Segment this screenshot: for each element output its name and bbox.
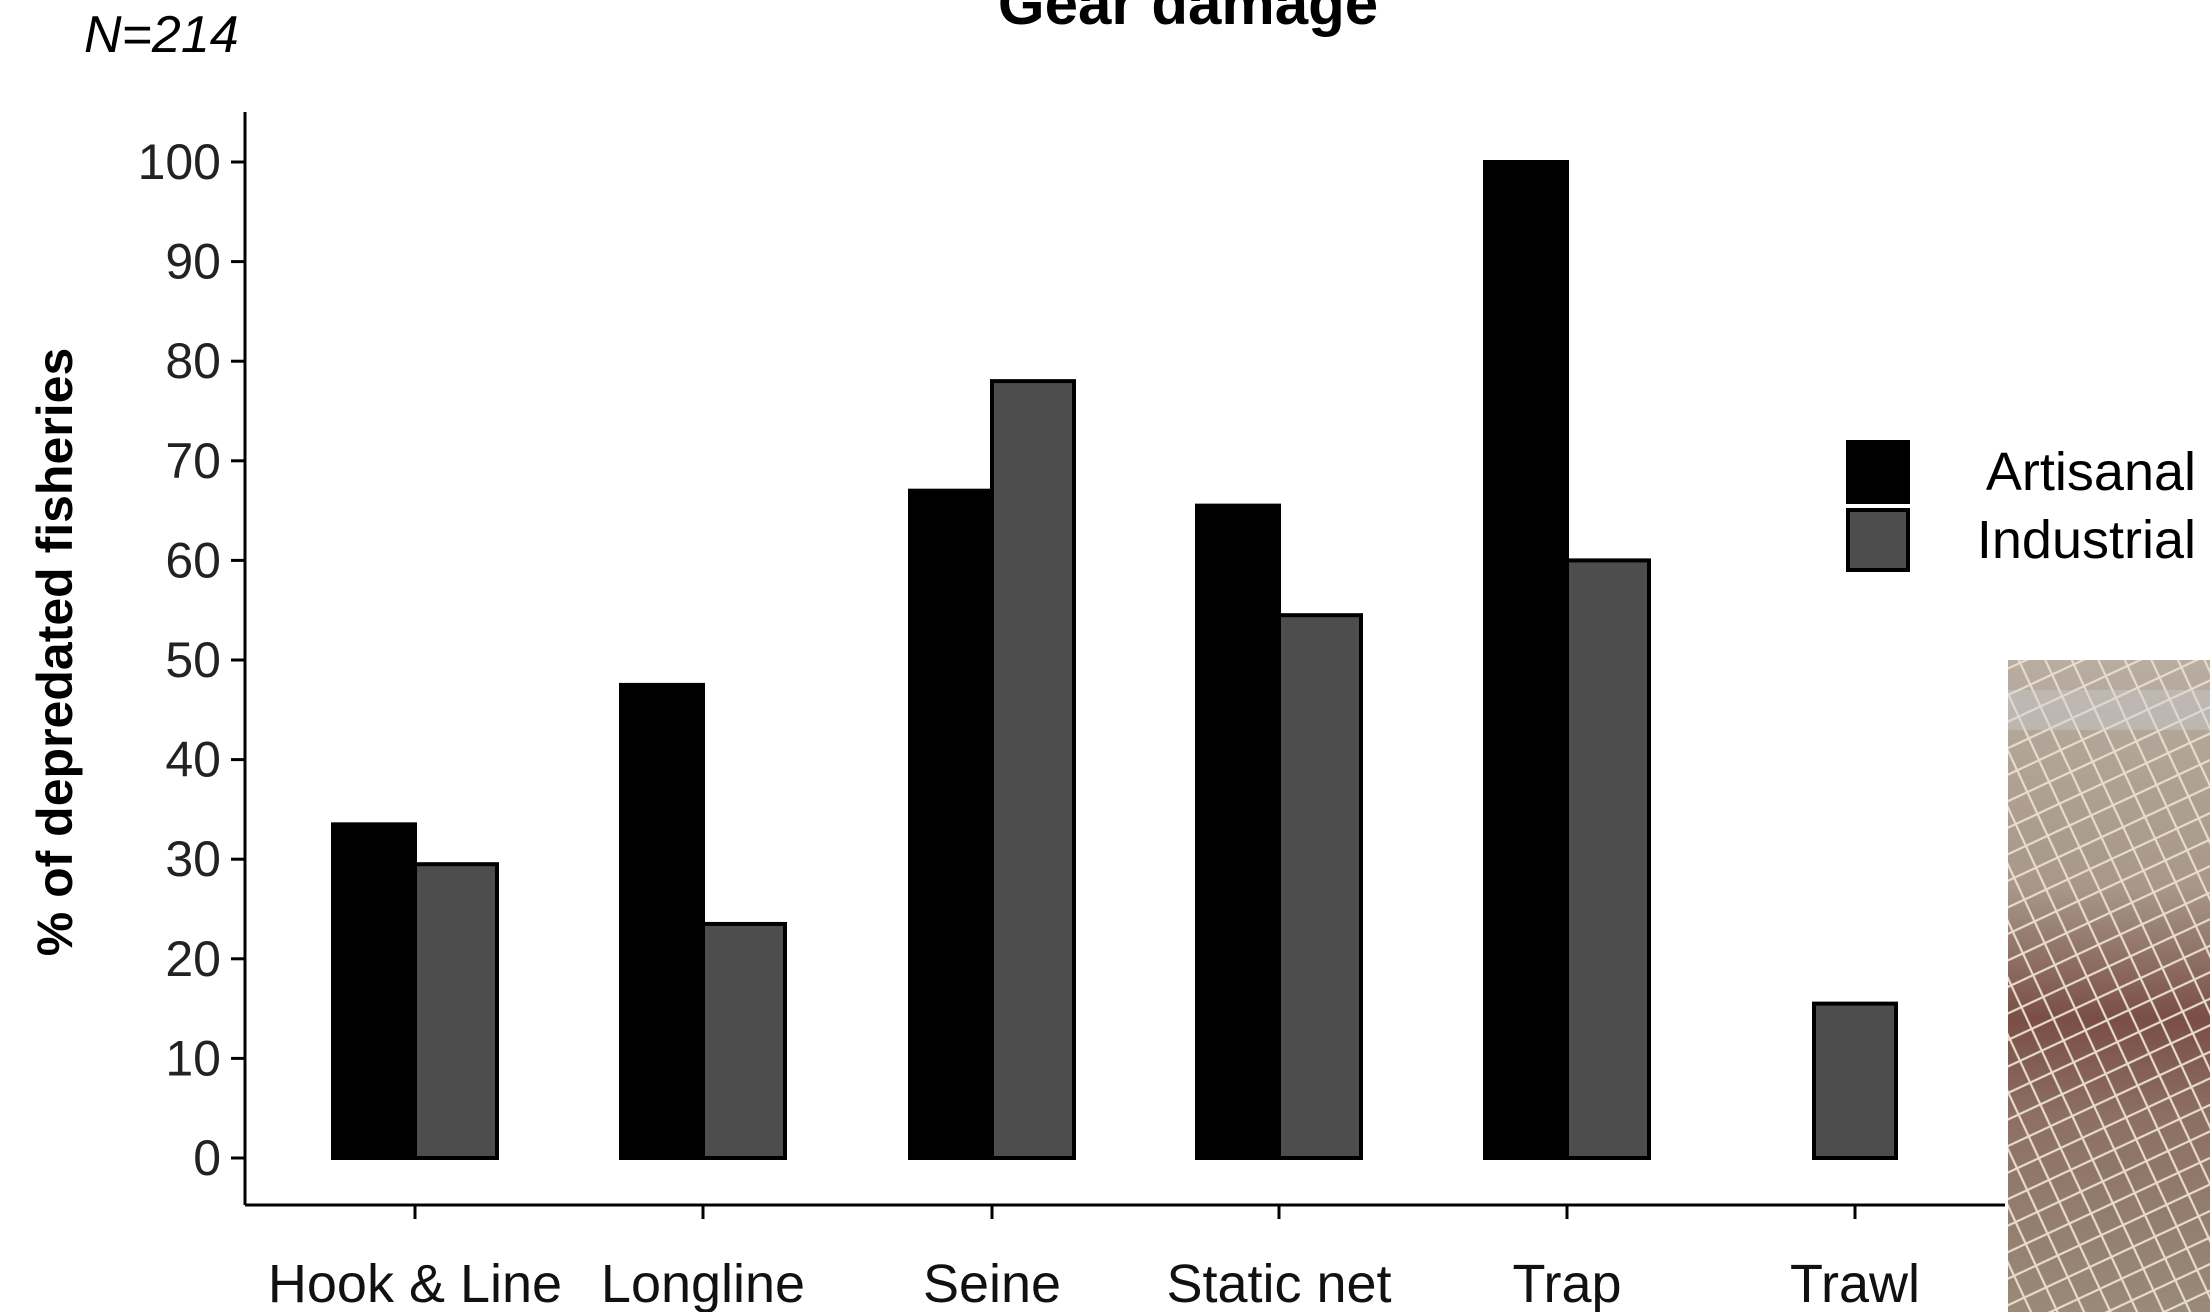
x-tick-label: Trap <box>1512 1254 1621 1312</box>
bars-group <box>331 160 1898 1161</box>
bar-industrial <box>1565 558 1651 1160</box>
y-tick-label: 20 <box>165 931 221 987</box>
y-tick-label: 10 <box>165 1030 221 1086</box>
legend-label-artisanal: Artisanal <box>1986 442 2196 502</box>
x-tick-label: Static net <box>1166 1254 1391 1312</box>
x-tick-label: Longline <box>601 1254 805 1312</box>
y-tick-label: 60 <box>165 532 221 588</box>
legend: Artisanal Industrial <box>1846 440 2196 572</box>
bar-artisanal <box>331 822 417 1161</box>
chart-title: Gear damage <box>998 0 1378 37</box>
bar-industrial <box>701 921 787 1160</box>
bar-artisanal <box>1483 160 1569 1160</box>
y-tick-label: 80 <box>165 333 221 389</box>
x-tick-label: Hook & Line <box>268 1254 562 1312</box>
bar-industrial <box>1277 613 1363 1160</box>
y-axis: 0 10 20 30 40 50 60 70 80 90 100 <box>138 112 247 1205</box>
bar-industrial <box>1812 1001 1898 1160</box>
legend-label-industrial: Industrial <box>1977 510 2196 570</box>
x-axis: Hook & Line Longline Seine Static net Trap Tr… <box>245 1203 2005 1312</box>
fishing-net-photo <box>2008 660 2210 1312</box>
sample-size-annotation: N=214 <box>84 6 239 64</box>
legend-swatch-artisanal <box>1846 440 1910 504</box>
legend-swatch-industrial <box>1846 508 1910 572</box>
y-tick-label: 30 <box>165 831 221 887</box>
bar-artisanal <box>1195 503 1281 1160</box>
y-tick-label: 100 <box>138 134 221 190</box>
bar-artisanal <box>619 682 705 1161</box>
bar-industrial <box>413 862 499 1160</box>
bar-artisanal <box>908 488 994 1160</box>
y-tick-label: 70 <box>165 433 221 489</box>
y-tick-label: 50 <box>165 632 221 688</box>
x-tick-label: Trawl <box>1790 1254 1920 1312</box>
y-axis-label: % of depredated fisheries <box>27 348 83 957</box>
y-tick-label: 0 <box>193 1130 221 1186</box>
y-tick-label: 90 <box>165 234 221 290</box>
bar-industrial <box>990 379 1076 1160</box>
x-tick-label: Seine <box>923 1254 1061 1312</box>
y-tick-label: 40 <box>165 732 221 788</box>
